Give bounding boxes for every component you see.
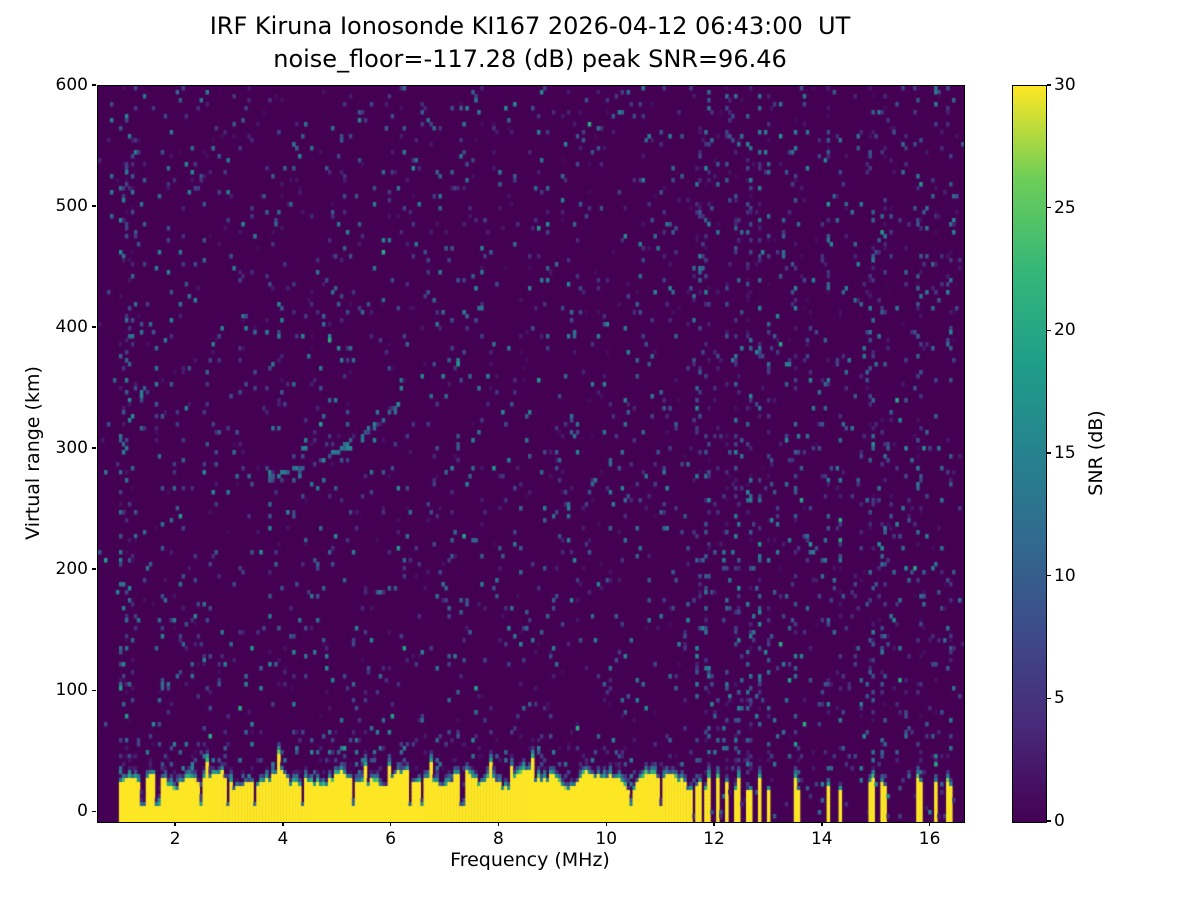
y-tick-mark (92, 447, 96, 449)
x-tick-label: 2 (169, 829, 181, 849)
x-tick-mark (497, 822, 500, 826)
title-block: IRF Kiruna Ionosonde KI167 2026-04-12 06… (97, 10, 963, 76)
y-tick-mark (92, 205, 96, 207)
x-tick-mark (605, 822, 607, 826)
x-tick-mark (928, 822, 931, 826)
colorbar-tick-label: 20 (1054, 320, 1076, 341)
colorbar-gradient (1012, 85, 1047, 823)
chart-subtitle: noise_floor=-117.28 (dB) peak SNR=96.46 (273, 45, 787, 73)
x-tick-label: 12 (703, 829, 725, 849)
x-tick-mark (174, 822, 176, 826)
colorbar-tick-mark (1047, 697, 1051, 700)
y-tick-mark (92, 84, 96, 86)
y-tick-label: 400 (55, 317, 88, 338)
colorbar-tick-label: 25 (1054, 197, 1076, 218)
y-tick-label: 500 (55, 196, 88, 217)
colorbar-tick-label: 10 (1054, 565, 1076, 586)
x-tick-label: 4 (277, 829, 289, 849)
x-tick-mark (713, 822, 715, 826)
y-tick-mark (92, 326, 96, 328)
x-tick-mark (389, 822, 392, 826)
y-tick-mark (92, 810, 96, 813)
x-axis-label: Frequency (MHz) (450, 849, 610, 871)
ionogram-heatmap (97, 85, 965, 823)
colorbar-tick-label: 15 (1054, 443, 1076, 463)
y-tick-label: 100 (55, 680, 88, 701)
colorbar-tick-label: 0 (1054, 811, 1065, 831)
colorbar-tick-mark (1047, 574, 1051, 577)
colorbar-tick-mark (1047, 820, 1051, 822)
y-tick-mark (92, 689, 96, 691)
chart-title: IRF Kiruna Ionosonde KI167 2026-04-12 06… (209, 12, 851, 40)
colorbar-tick-label: 5 (1054, 688, 1065, 709)
y-tick-label: 200 (55, 559, 88, 580)
colorbar-tick-label: 30 (1054, 75, 1076, 95)
colorbar-tick-mark (1047, 206, 1051, 209)
y-tick-label: 0 (77, 801, 88, 822)
x-tick-label: 6 (385, 829, 397, 849)
y-tick-label: 300 (55, 438, 88, 459)
y-tick-label: 600 (55, 75, 88, 95)
y-tick-mark (92, 568, 96, 570)
x-tick-label: 16 (918, 829, 941, 849)
x-tick-mark (282, 822, 284, 826)
x-tick-mark (821, 822, 823, 826)
x-tick-label: 8 (493, 829, 504, 849)
x-tick-label: 10 (595, 829, 618, 849)
colorbar-tick-mark (1047, 84, 1051, 86)
colorbar-tick-mark (1047, 452, 1051, 454)
x-tick-label: 14 (810, 829, 833, 849)
colorbar-tick-mark (1047, 329, 1051, 332)
